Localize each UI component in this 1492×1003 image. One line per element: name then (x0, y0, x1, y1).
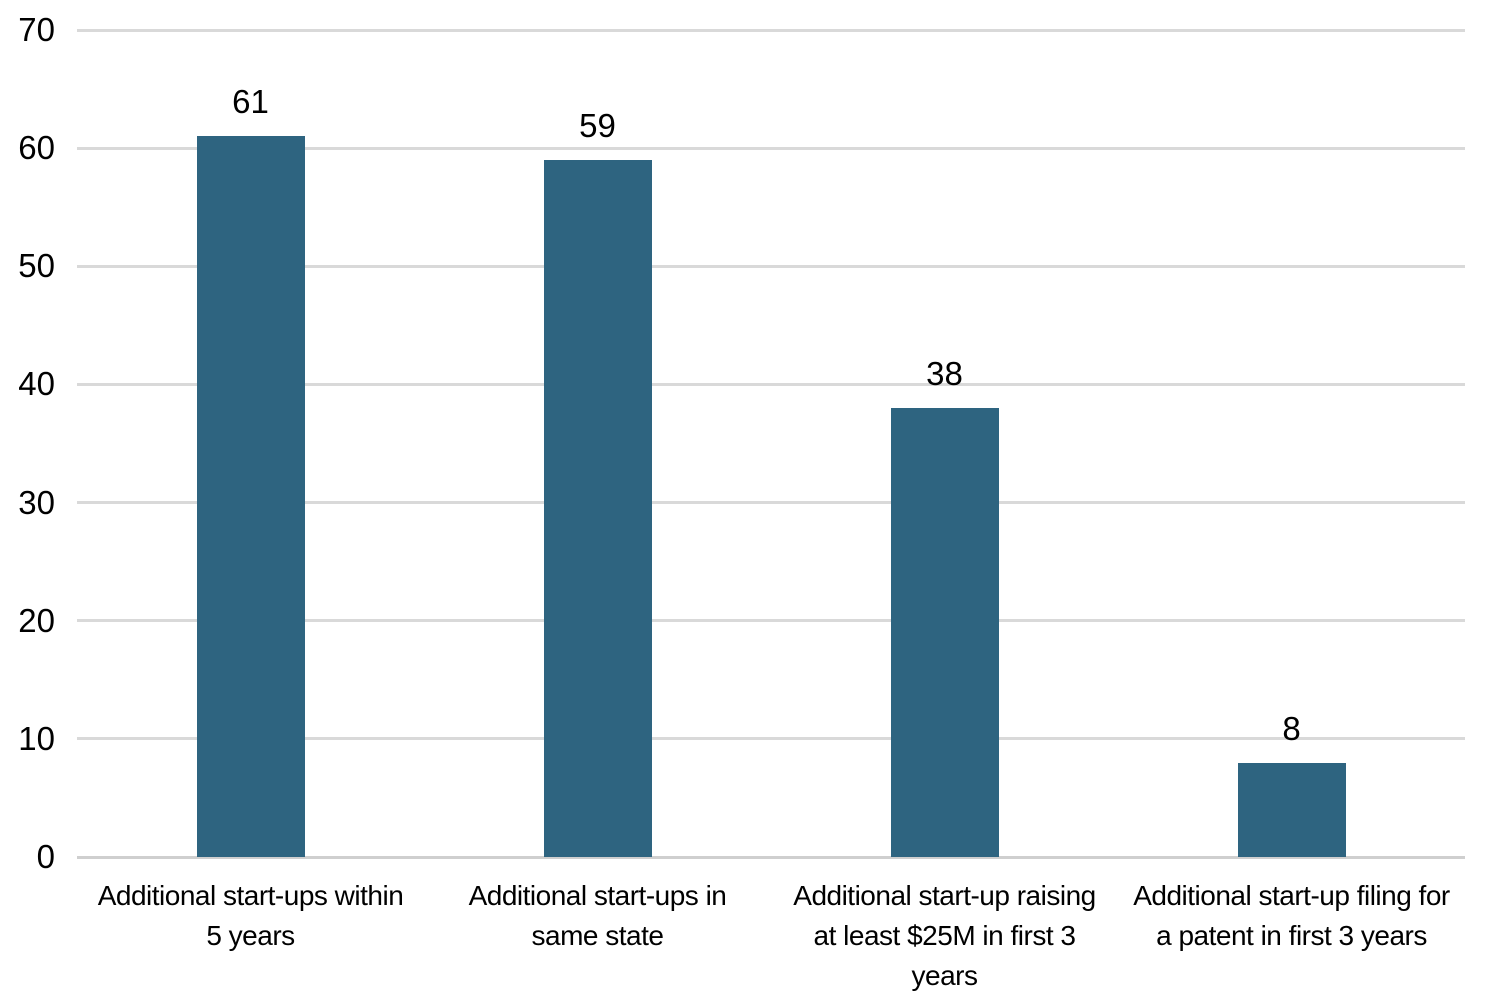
y-axis: 0 10 20 30 40 50 60 70 (0, 0, 55, 1003)
y-tick-label: 70 (18, 11, 55, 48)
bar (890, 408, 999, 857)
category-column: 8 (1118, 30, 1465, 857)
gridline (77, 501, 1465, 505)
x-axis-line (77, 855, 1465, 859)
gridline (77, 264, 1465, 268)
category-column: 59 (424, 30, 771, 857)
x-category-label: Additional start-ups within 5 years (97, 880, 404, 951)
y-tick-label: 50 (18, 247, 55, 285)
y-tick-label: 40 (18, 365, 55, 403)
x-category-label: Additional start-ups in same state (468, 880, 727, 951)
bar-series: 61 59 38 8 (77, 30, 1465, 857)
gridline (77, 619, 1465, 623)
y-tick-label: 60 (18, 129, 55, 167)
gridline (77, 382, 1465, 386)
y-tick-label: 20 (18, 601, 55, 639)
bar-value-label: 8 (1282, 709, 1301, 747)
plot-area: 61 59 38 8 (77, 28, 1465, 859)
bar-value-label: 38 (926, 355, 963, 393)
y-tick-label: 30 (18, 483, 55, 521)
bar (1237, 762, 1346, 857)
bar-value-label: 59 (579, 107, 616, 144)
bar (196, 136, 305, 857)
category-column: 38 (771, 30, 1118, 857)
y-tick-label: 10 (18, 719, 55, 757)
x-category-label: Additional start-up raising at least $25… (793, 880, 1096, 991)
gridline (77, 737, 1465, 741)
bar-value-label: 61 (232, 83, 269, 121)
gridline (77, 146, 1465, 150)
x-axis: Additional start-ups within 5 years Addit… (77, 876, 1465, 996)
category-column: 61 (77, 30, 424, 857)
x-category-label: Additional start-up filing for a patent … (1133, 880, 1450, 951)
bar (543, 160, 652, 857)
y-tick-label: 0 (36, 838, 55, 875)
gridline (77, 28, 1465, 32)
